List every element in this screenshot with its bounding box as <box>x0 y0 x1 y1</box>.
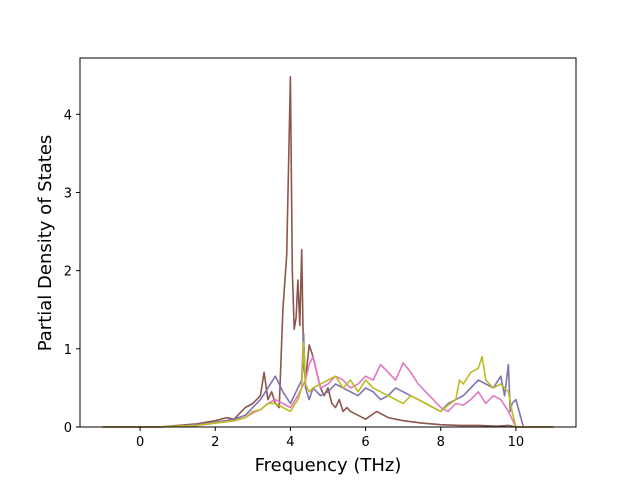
y-tick-label: 3 <box>64 186 72 201</box>
x-tick-label: 8 <box>437 435 445 450</box>
x-tick-label: 10 <box>508 435 525 450</box>
y-tick-label: 2 <box>64 265 72 280</box>
y-axis-label: Partial Density of States <box>35 135 56 352</box>
y-tick-label: 1 <box>64 343 72 358</box>
x-axis-label: Frequency (THz) <box>255 455 402 476</box>
y-axis: 0 1 2 3 4 <box>64 108 80 436</box>
x-tick-label: 6 <box>361 435 369 450</box>
series-line-1 <box>102 76 554 428</box>
x-axis: 0 2 4 6 8 10 <box>136 427 524 450</box>
plot-frame <box>79 57 577 428</box>
series-layer <box>102 76 554 428</box>
x-tick-label: 0 <box>136 435 144 450</box>
y-tick-label: 0 <box>64 421 72 436</box>
y-tick-label: 4 <box>64 108 72 123</box>
x-tick-label: 4 <box>286 435 294 450</box>
series-line-2 <box>102 332 554 428</box>
series-line-4 <box>102 341 554 428</box>
x-tick-label: 2 <box>211 435 219 450</box>
